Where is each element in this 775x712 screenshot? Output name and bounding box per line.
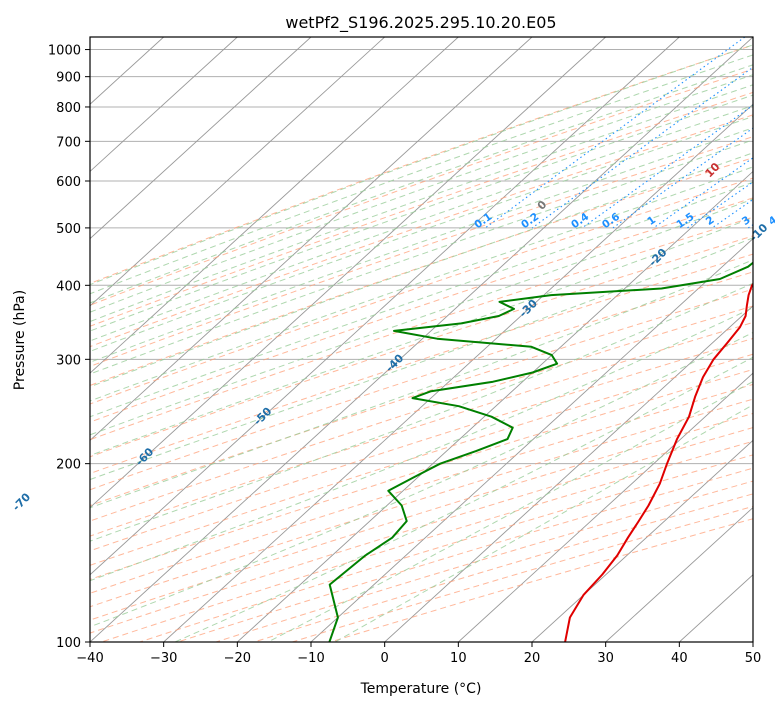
- y-axis-label: Pressure (hPa): [12, 290, 28, 390]
- x-tick-label: 40: [671, 651, 688, 666]
- x-tick-label: −20: [224, 651, 251, 666]
- x-tick-label: 10: [450, 651, 467, 666]
- x-tick-label: −40: [76, 651, 103, 666]
- y-tick-label: 500: [56, 222, 81, 237]
- y-tick-label: 200: [56, 458, 81, 473]
- y-tick-label: 300: [56, 353, 81, 368]
- x-tick-label: 20: [524, 651, 541, 666]
- y-tick-label: 400: [56, 279, 81, 294]
- y-tick-label: 1000: [48, 44, 81, 59]
- x-tick-label: 30: [597, 651, 614, 666]
- chart-title: wetPf2_S196.2025.295.10.20.E05: [285, 13, 556, 33]
- x-axis-label: Temperature (°C): [360, 681, 482, 697]
- y-tick-label: 700: [56, 135, 81, 150]
- x-tick-label: 50: [745, 651, 762, 666]
- y-tick-label: 900: [56, 71, 81, 86]
- x-tick-label: −10: [297, 651, 324, 666]
- y-tick-label: 800: [56, 101, 81, 116]
- y-tick-label: 600: [56, 175, 81, 190]
- y-tick-label: 100: [56, 636, 81, 651]
- x-tick-label: −30: [150, 651, 177, 666]
- x-tick-label: 0: [381, 651, 389, 666]
